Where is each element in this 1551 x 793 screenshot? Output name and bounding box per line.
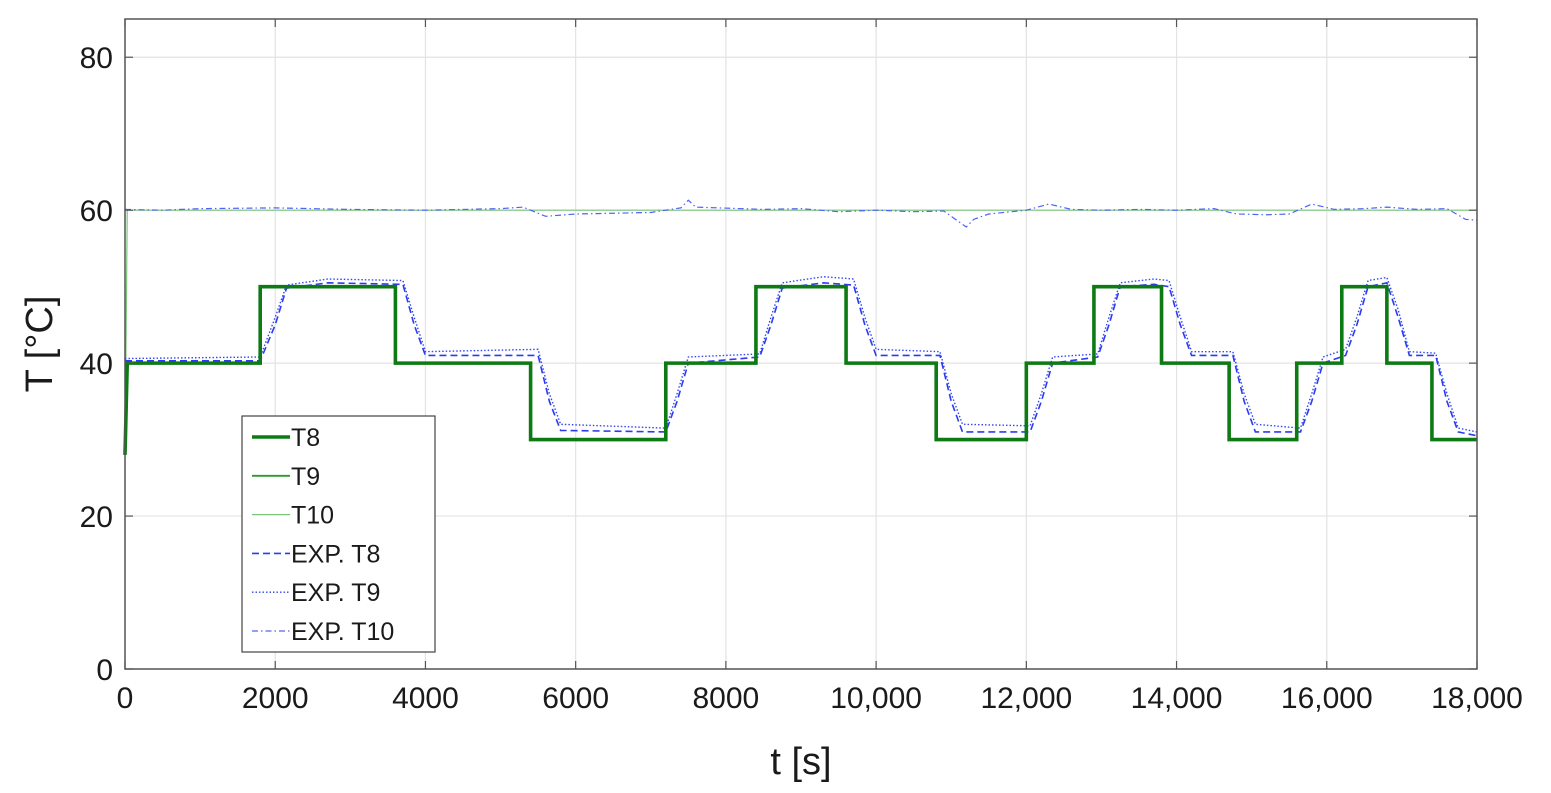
y-axis-label: T [°C] [19,296,61,393]
x-tick-label: 10,000 [830,682,922,715]
series-line-exp-t8 [125,281,1478,437]
x-tick-label: 14,000 [1131,682,1223,715]
x-tick-label: 12,000 [980,682,1072,715]
legend-label: EXP. T10 [291,618,394,646]
y-tick-label: 20 [80,501,113,534]
plot-frame [124,18,1478,670]
x-tick-label: 8000 [693,682,760,715]
x-axis-label: t [s] [770,741,831,783]
y-tick-label: 80 [80,42,113,75]
y-tick-labels: 0 20 40 60 80 [80,42,1477,687]
legend-box [241,415,436,653]
legend-label: T8 [291,424,320,452]
legend-label: T10 [291,502,334,530]
x-tick-labels: 0 2000 4000 6000 8000 10,000 12,000 14,000 16,00… [117,19,1523,715]
legend-label: T9 [291,463,320,491]
x-tick-label: 16,000 [1281,682,1373,715]
legend-label: EXP. T9 [291,579,380,607]
legend-label: EXP. T8 [291,540,380,568]
x-tick-label: 0 [117,682,134,715]
y-tick-label: 60 [80,195,113,228]
y-tick-label: 40 [80,348,113,381]
x-tick-label: 4000 [392,682,459,715]
series-line-t8 [123,284,1477,455]
x-tick-label: 2000 [242,682,309,715]
x-tick-label: 18,000 [1431,682,1523,715]
x-tick-label: 6000 [542,682,609,715]
y-tick-label: 0 [96,654,113,687]
legend: T8 T9 T10 EXP. T8 EXP. T9 EXP. T10 [241,415,436,653]
